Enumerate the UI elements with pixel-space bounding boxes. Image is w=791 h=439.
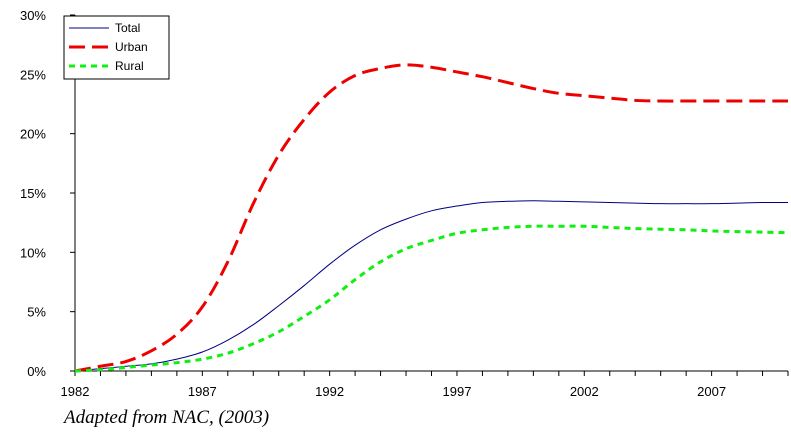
y-tick-label: 20% — [20, 127, 46, 142]
y-tick-label: 0% — [27, 364, 46, 379]
x-tick-label: 1992 — [315, 384, 344, 399]
series-line-total — [74, 200, 789, 372]
y-tick-label: 25% — [20, 67, 46, 82]
legend-label-total: Total — [115, 21, 140, 35]
series-line-urban — [74, 63, 788, 373]
source-caption: Adapted from NAC, (2003) — [64, 407, 270, 428]
legend-label-urban: Urban — [115, 40, 148, 54]
x-tick-label: 2002 — [570, 384, 599, 399]
y-tick-label: 10% — [20, 245, 46, 260]
x-tick-label: 1987 — [188, 384, 217, 399]
y-tick-label: 15% — [20, 186, 46, 201]
legend-label-rural: Rural — [115, 59, 144, 73]
y-tick-label: 5% — [27, 305, 46, 320]
x-tick-label: 1982 — [61, 384, 90, 399]
series-line-rural — [74, 224, 789, 373]
x-tick-label: 2007 — [697, 384, 726, 399]
x-tick-label: 1997 — [443, 384, 472, 399]
y-tick-label: 30% — [20, 8, 46, 23]
